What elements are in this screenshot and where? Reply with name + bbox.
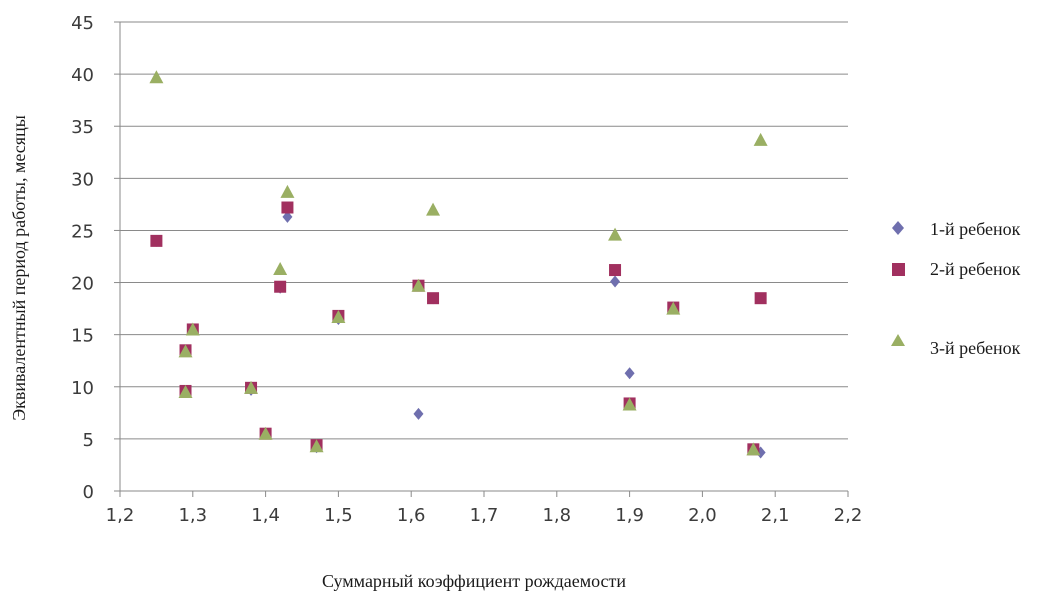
y-tick-label-8: 40 bbox=[71, 65, 94, 86]
series-3-point-10 bbox=[411, 278, 426, 292]
x-tick-label-8: 2,0 bbox=[688, 505, 717, 526]
series-1-point-12 bbox=[610, 275, 621, 288]
y-tick-label-2: 10 bbox=[71, 378, 94, 399]
legend-entry-1: 1-й ребенок bbox=[892, 219, 1021, 239]
series-3-point-3 bbox=[185, 322, 200, 336]
legend-entry-2: 2-й ребенок bbox=[892, 259, 1021, 279]
legend-label-3: 3-й ребенок bbox=[930, 338, 1021, 358]
series-1-point-10 bbox=[413, 407, 424, 420]
series-3-point-0 bbox=[149, 70, 164, 84]
x-tick-labels: 1,2 1,3 1,4 1,5 1,6 1,7 1,8 1,9 2,0 2,1 2,2 bbox=[106, 505, 863, 526]
series-2-point-12 bbox=[609, 264, 622, 277]
x-tick-label-0: 1,2 bbox=[106, 505, 135, 526]
series-3-point-16 bbox=[753, 132, 768, 146]
series-2-point-6 bbox=[274, 280, 287, 293]
x-tick-label-2: 1,4 bbox=[251, 505, 280, 526]
x-tick-label-9: 2,1 bbox=[761, 505, 790, 526]
series-3-point-14 bbox=[666, 301, 681, 315]
x-tick-label-1: 1,3 bbox=[178, 505, 207, 526]
y-tick-label-4: 20 bbox=[71, 274, 94, 295]
x-tick-label-6: 1,8 bbox=[542, 505, 571, 526]
y-tick-labels: 0 5 10 15 20 25 30 35 40 45 bbox=[71, 13, 94, 503]
y-tick-label-1: 5 bbox=[83, 430, 94, 451]
series-3-point-11 bbox=[426, 202, 441, 216]
y-tick-label-0: 0 bbox=[83, 482, 94, 503]
data-points bbox=[149, 70, 768, 459]
series-2-point-11 bbox=[427, 292, 440, 305]
y-axis-title: Эквивалентный период работы, месяцы bbox=[9, 115, 29, 421]
series-3-point-9 bbox=[331, 309, 346, 323]
series-2-point-0 bbox=[150, 234, 163, 247]
legend-label-2: 2-й ребенок bbox=[930, 259, 1021, 279]
series-1-point-13 bbox=[624, 367, 635, 380]
legend-triangle-marker bbox=[891, 334, 905, 346]
legend-square-marker bbox=[892, 263, 905, 276]
axes bbox=[114, 21, 849, 497]
legend: 1-й ребенок 2-й ребенок 3-й ребенок bbox=[891, 219, 1021, 358]
x-tick-label-5: 1,7 bbox=[470, 505, 499, 526]
series-3-point-5 bbox=[258, 426, 273, 440]
legend-diamond-marker bbox=[892, 221, 904, 235]
series-3-point-4 bbox=[244, 380, 259, 394]
x-tick-label-3: 1,5 bbox=[324, 505, 353, 526]
series-2-point-7 bbox=[281, 201, 294, 214]
grid-lines bbox=[120, 21, 848, 440]
series-3-point-12 bbox=[608, 227, 623, 241]
y-tick-label-6: 30 bbox=[71, 169, 94, 190]
series-3-point-1 bbox=[178, 385, 193, 399]
series-3-point-13 bbox=[622, 397, 637, 411]
series-2-point-16 bbox=[754, 292, 767, 305]
legend-label-1: 1-й ребенок bbox=[930, 219, 1021, 239]
series-3-point-7 bbox=[280, 184, 295, 198]
y-tick-label-9: 45 bbox=[71, 13, 94, 34]
legend-entry-3: 3-й ребенок bbox=[891, 334, 1021, 358]
series-3-point-2 bbox=[178, 344, 193, 358]
series-1-point-7 bbox=[282, 210, 293, 223]
series-3-point-15 bbox=[746, 442, 761, 456]
x-tick-label-7: 1,9 bbox=[615, 505, 644, 526]
y-tick-label-5: 25 bbox=[71, 221, 94, 242]
series-3-point-6 bbox=[273, 262, 288, 276]
y-tick-label-3: 15 bbox=[71, 326, 94, 347]
y-tick-label-7: 35 bbox=[71, 117, 94, 138]
x-tick-label-4: 1,6 bbox=[397, 505, 426, 526]
series-3-point-8 bbox=[309, 439, 324, 453]
x-axis-title: Суммарный коэффициент рождаемости bbox=[322, 571, 626, 591]
x-tick-label-10: 2,2 bbox=[834, 505, 863, 526]
